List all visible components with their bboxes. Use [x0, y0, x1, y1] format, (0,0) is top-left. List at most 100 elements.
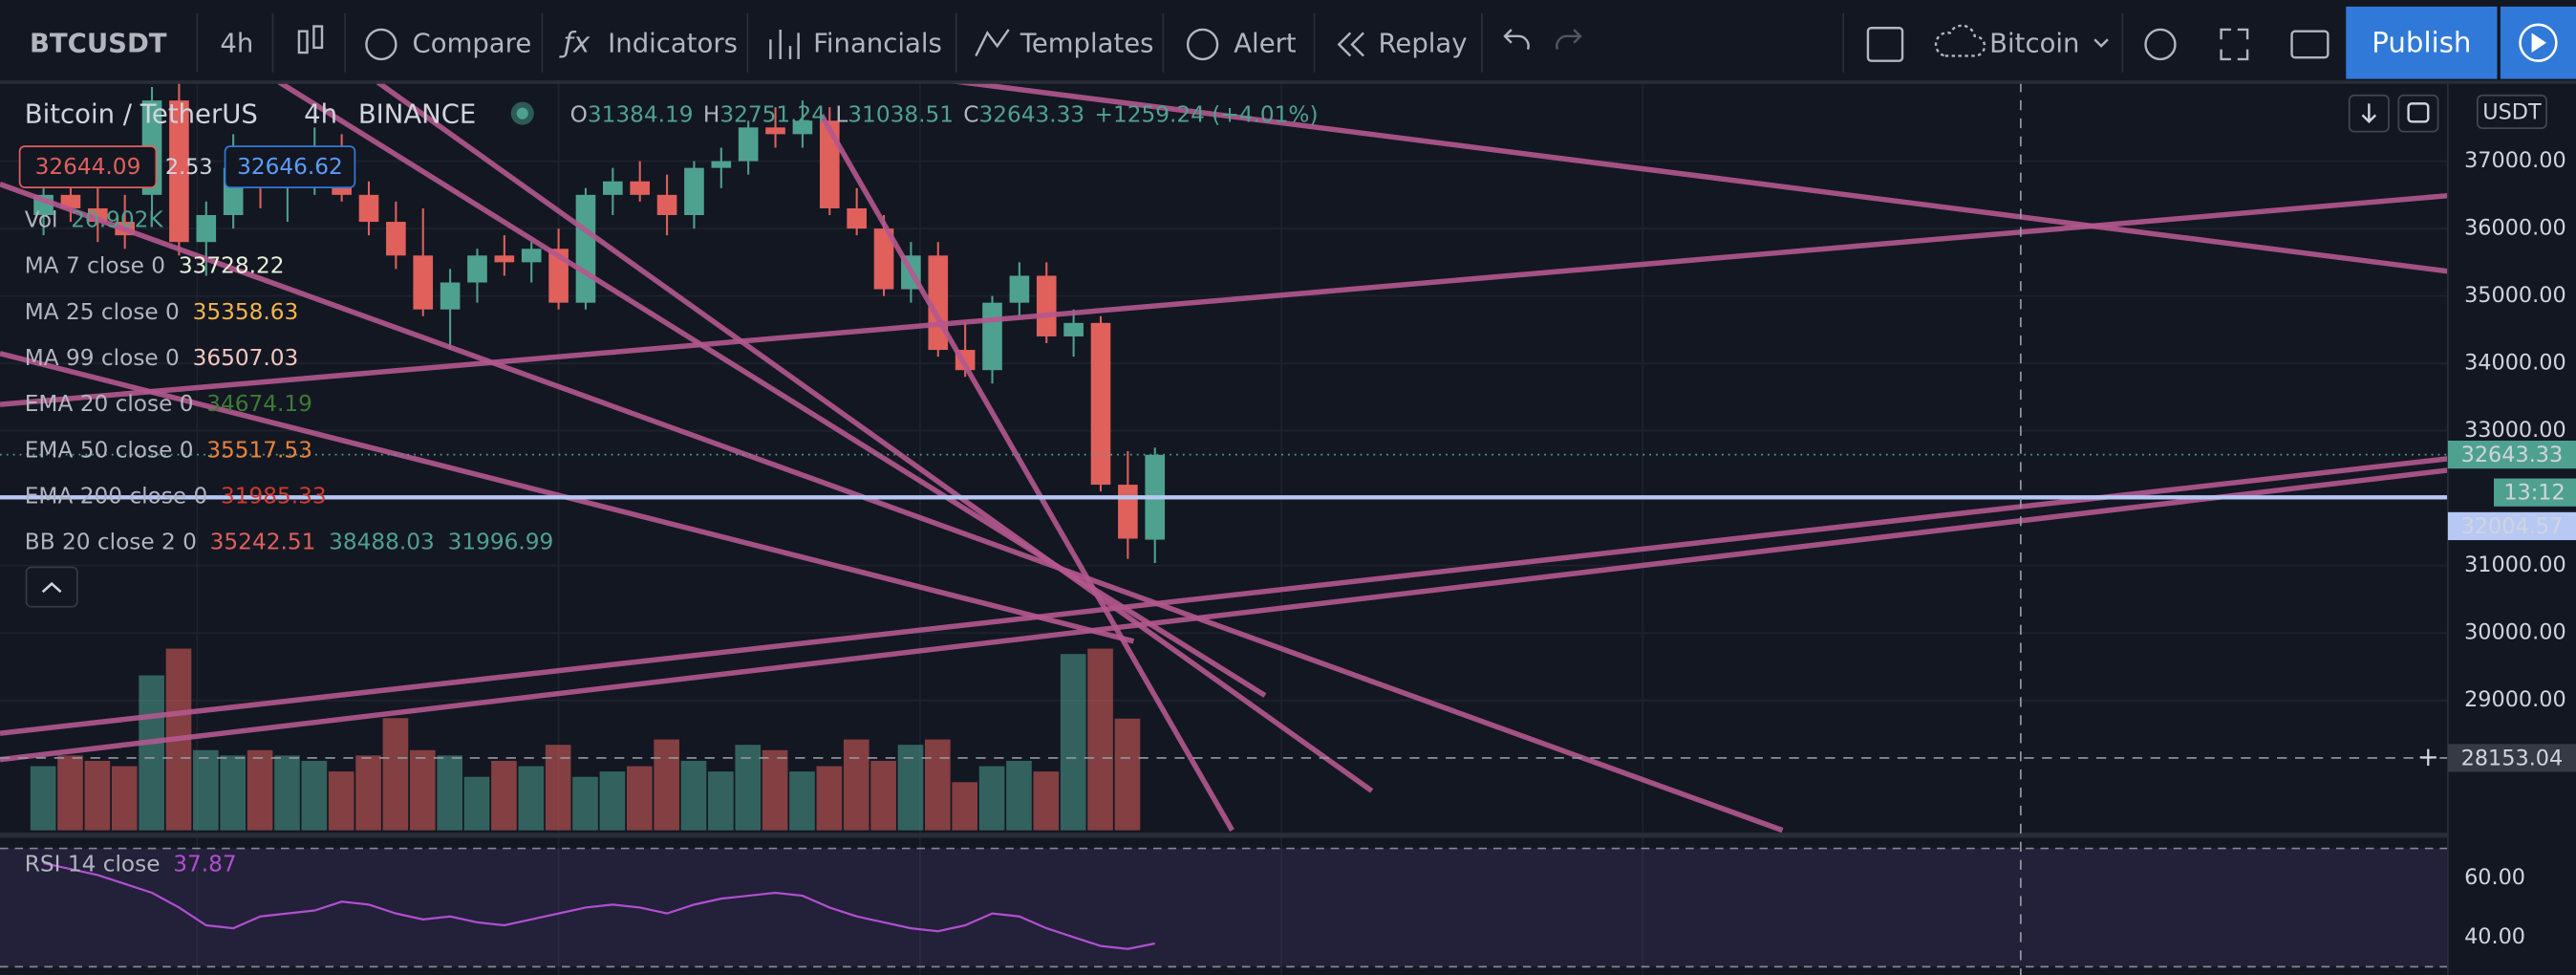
ohlc-value: 31038.51: [848, 101, 954, 127]
indicator-value: 35358.63: [193, 298, 299, 324]
dropdown[interactable]: [2093, 38, 2109, 48]
indicator-legend: Vol 20.902K: [25, 206, 164, 232]
templates-icon[interactable]: [975, 29, 1010, 57]
trend-line: [376, 79, 1374, 793]
indicator-value: 35242.51: [210, 529, 316, 554]
volume-bar: [978, 766, 1005, 831]
candle-body: [575, 194, 596, 303]
trend-line: [819, 114, 1234, 833]
trend-line: [0, 456, 2449, 736]
rsi-tick-label: 40.00: [2464, 924, 2525, 949]
alert-icon[interactable]: [1186, 28, 1219, 61]
chart-type-icon[interactable]: [297, 25, 324, 54]
candle-body: [196, 214, 217, 243]
indicator-name: Vol: [25, 206, 58, 232]
indicator-value: 31996.99: [448, 529, 554, 554]
volume-bar: [1006, 760, 1032, 831]
rsi-band: [0, 848, 2448, 967]
replay[interactable]: Replay: [1379, 28, 1468, 58]
volume-bar: [437, 755, 463, 831]
volume-bar: [57, 755, 83, 831]
indicator-legend: EMA 50 close 0 35517.53: [25, 437, 312, 463]
indicator-name: MA 25 close 0: [25, 298, 180, 324]
candle-body: [1063, 322, 1084, 336]
candle-body: [684, 167, 704, 215]
volume-bar: [680, 760, 707, 831]
indicator-value: 31985.33: [221, 483, 327, 509]
settings[interactable]: [2144, 28, 2177, 61]
ohlc-key: C: [963, 101, 978, 127]
candle-body: [738, 127, 759, 162]
ohlc-key: H: [703, 101, 719, 127]
rsi-name: RSI 14 close: [25, 851, 161, 877]
indicator-name: BB 20 close 2 0: [25, 529, 197, 554]
indicator-value: 38488.03: [329, 529, 435, 554]
snapshot[interactable]: [2290, 30, 2329, 59]
legend-exchange: BINANCE: [358, 98, 476, 129]
compare-icon[interactable]: [365, 28, 397, 61]
candle-body: [413, 255, 434, 310]
rsi-value: 37.87: [173, 851, 236, 877]
drawings: [0, 76, 2449, 834]
alert[interactable]: Alert: [1234, 28, 1297, 58]
layout-icon[interactable]: [1866, 27, 1904, 62]
volume-bar: [193, 749, 219, 831]
buy-price: 32646.62: [237, 154, 343, 180]
layout-name[interactable]: Bitcoin: [1989, 28, 2079, 58]
collapse-icon: [41, 581, 62, 594]
volume-bar: [382, 718, 409, 831]
volume-bar: [220, 755, 247, 831]
volume-bar: [491, 760, 517, 831]
candle-body: [548, 249, 569, 303]
sell-box: [18, 145, 158, 188]
separators: [196, 12, 2124, 73]
compare[interactable]: Compare: [413, 28, 532, 58]
publish-label[interactable]: Publish: [2372, 26, 2471, 58]
financials[interactable]: Financials: [813, 28, 942, 58]
volume-bar: [626, 766, 653, 831]
change: +1259.24 (+4.01%): [1095, 101, 1319, 127]
candle-body: [630, 181, 651, 195]
undo[interactable]: [1503, 29, 1530, 51]
collapse-button[interactable]: [25, 566, 78, 608]
templates[interactable]: Templates: [1020, 28, 1154, 58]
ohlc-key: O: [570, 101, 588, 127]
candle-body: [711, 161, 732, 168]
countdown-box: [2494, 478, 2576, 507]
plot: [0, 79, 2448, 950]
play-icon: [2531, 32, 2547, 54]
restore-button[interactable]: [2397, 94, 2439, 133]
interval[interactable]: 4h: [220, 28, 253, 58]
financials-icon[interactable]: [769, 29, 800, 59]
fullscreen[interactable]: [2220, 28, 2249, 61]
volume-bar: [816, 766, 843, 831]
candle-body: [60, 194, 81, 208]
indicators[interactable]: Indicators: [608, 28, 738, 58]
y-tick-label: 36000.00: [2464, 216, 2566, 241]
candle-body: [358, 194, 379, 223]
redo[interactable]: [1556, 29, 1582, 51]
candle-body: [440, 282, 461, 310]
volume-bar: [789, 771, 815, 831]
volume-bar: [355, 755, 381, 831]
volume-bar: [925, 739, 951, 831]
legend-interval: 4h: [304, 98, 337, 129]
volume-bar: [762, 749, 788, 831]
publish-button[interactable]: [2346, 6, 2498, 79]
candle-body: [1009, 275, 1030, 303]
volume-bar: [708, 771, 734, 831]
ohlc: O31384.19 H32751.24 L31038.51 C32643.33 +125…: [570, 101, 1319, 127]
legend: Bitcoin / TetherUS 4h BINANCE O31384.19 H327…: [18, 94, 2439, 877]
symbol[interactable]: BTCUSDT: [30, 28, 167, 58]
volume-bar: [518, 766, 545, 831]
y-tick-label: 33000.00: [2464, 418, 2566, 443]
indicators-icon[interactable]: ƒx: [559, 26, 590, 58]
cloud-icon[interactable]: [1934, 24, 1986, 57]
restore-icon: [2407, 102, 2430, 123]
price-tag-label: 28153.04: [2461, 746, 2564, 770]
price-tag: [2447, 511, 2576, 541]
replay-icon[interactable]: [1337, 32, 1364, 57]
volume-bar: [654, 739, 679, 831]
y-tick-label: 30000.00: [2464, 620, 2566, 645]
